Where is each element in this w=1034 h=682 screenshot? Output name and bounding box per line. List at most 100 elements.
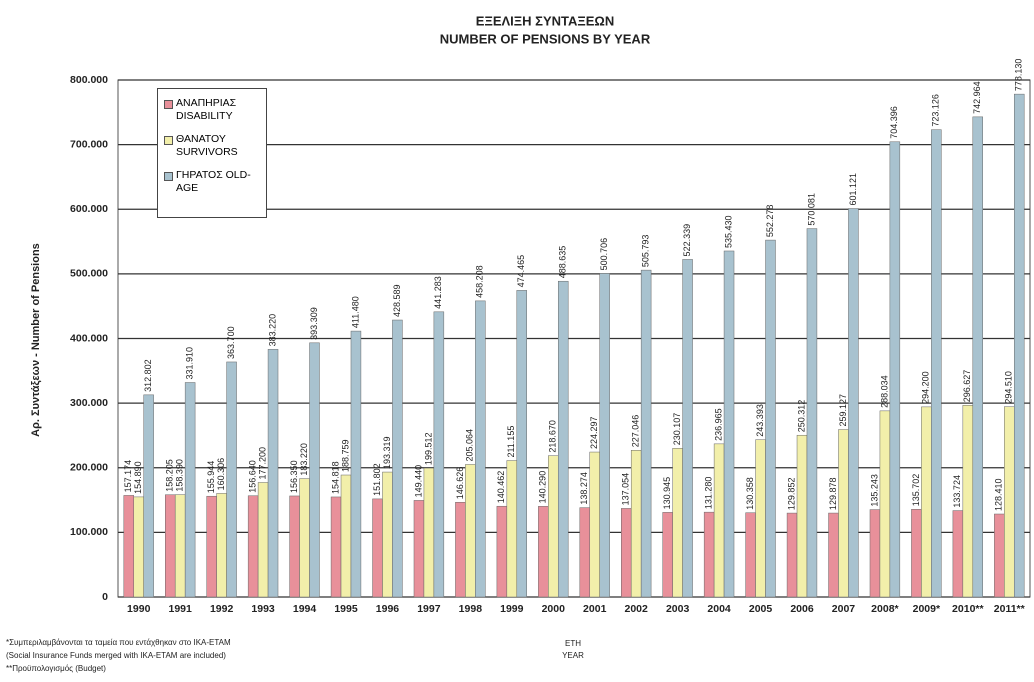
bar [662,512,673,598]
bar [621,508,632,598]
bar [330,496,342,598]
footnote: *Συμπεριλαμβάνονται τα ταμεία που εντάχθ… [6,638,231,647]
legend-item: ΓΗΡΑΤΟΣ OLD-AGE [164,169,260,195]
bar [382,471,393,598]
value-label: 129.878 [828,478,838,511]
value-label: 130.945 [662,477,672,510]
bar [372,498,383,598]
bar [557,280,569,598]
value-label: 133.724 [952,475,962,508]
value-label: 383.220 [267,314,277,347]
x-tick-label: 2011** [994,603,1026,615]
value-label: 411.480 [350,296,360,328]
bar [516,290,527,598]
x-tick-label: 2002 [625,603,649,615]
value-label: 129.852 [786,478,796,511]
chart-subtitle: NUMBER OF PENSIONS BY YEAR [440,31,651,46]
bar [496,505,508,598]
footnote: (Social Insurance Funds merged with IKA-… [6,651,226,660]
x-tick-label: 2009* [913,603,941,615]
value-label: 236.965 [713,408,723,441]
bar [143,394,154,598]
bar [952,510,964,598]
value-label: 218.670 [548,420,558,453]
bar [869,509,881,598]
value-label: 151.802 [372,463,382,496]
y-tick-label: 800.000 [70,74,108,86]
value-label: 535.430 [723,215,733,248]
value-label: 205.064 [465,429,475,462]
value-label: 243.393 [755,404,765,437]
value-label: 428.589 [392,284,402,317]
x-tick-label: 2010** [952,603,984,615]
value-label: 393.309 [309,307,319,340]
value-label: 723.126 [931,94,941,127]
bar [216,493,227,598]
bar [455,501,466,598]
bar [630,450,642,598]
value-label: 250.312 [796,400,806,433]
bar [889,141,901,598]
x-tick-label: 1998 [459,603,483,615]
bar [350,330,362,598]
bar [786,512,798,598]
bar [174,494,186,598]
value-label: 601.121 [848,173,858,206]
chart-title: ΕΞΕΛΙΞΗ ΣΥΝΤΑΞΕΩΝ [476,13,614,28]
legend-swatch [164,136,173,145]
bar [413,500,425,598]
value-label: 160.306 [216,458,226,491]
value-label: 704.396 [889,106,899,139]
value-label: 441.283 [433,276,443,309]
bar [806,228,818,598]
value-label: 458.208 [475,265,485,298]
x-tick-label: 2008* [871,603,899,615]
bar [267,349,279,598]
bar [640,269,652,598]
value-label: 188.759 [340,439,350,472]
value-label: 488.635 [558,246,568,279]
y-tick-label: 200.000 [70,462,108,474]
bar [682,259,693,598]
bar [911,509,922,598]
value-label: 146.626 [455,467,465,500]
x-tick-label: 1994 [293,603,317,615]
value-label: 505.793 [641,235,651,268]
value-label: 331.910 [185,347,195,380]
y-tick-label: 400.000 [70,332,108,344]
bar [796,434,808,598]
y-tick-label: 100.000 [70,526,108,538]
bar [962,405,974,598]
bar [299,478,310,598]
value-label: 135.702 [911,474,921,507]
bar [713,443,725,598]
x-tick-label: 2006 [790,603,814,615]
value-label: 183.220 [299,443,309,476]
value-label: 474.465 [516,255,526,288]
value-label: 224.297 [589,417,599,450]
value-label: 131.280 [704,477,714,510]
value-label: 154.818 [330,461,340,494]
bar [506,460,518,598]
value-label: 140.290 [538,471,548,504]
bar [589,451,600,598]
bar [465,464,476,598]
value-label: 199.512 [423,433,433,466]
legend-label: ΘΑΝΑΤΟΥ SURVIVORS [176,133,238,158]
x-tick-label: 2007 [832,603,856,615]
bar [309,342,320,598]
value-label: 363.700 [226,326,236,359]
bar [723,250,735,598]
bar [257,482,269,598]
legend-swatch [164,100,173,109]
legend-swatch [164,172,173,181]
y-tick-label: 0 [102,591,108,603]
value-label: 294.200 [921,371,931,404]
bar [599,273,610,598]
bar [672,448,683,598]
value-label: 522.339 [682,224,692,257]
x-tick-label: 1993 [251,603,275,615]
value-label: 156.640 [248,460,258,493]
